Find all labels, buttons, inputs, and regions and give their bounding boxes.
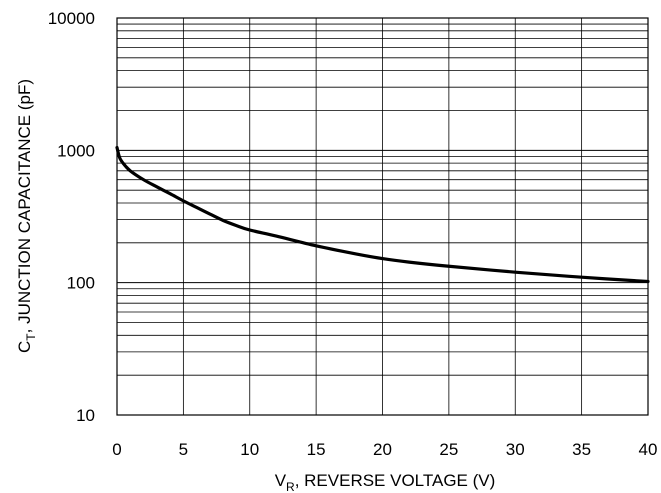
- x-tick-label-5: 5: [179, 440, 188, 459]
- x-tick-label-25: 25: [439, 440, 458, 459]
- series-line-0: [115, 145, 650, 284]
- x-tick-label-20: 20: [373, 440, 392, 459]
- x-axis-label: VR, REVERSE VOLTAGE (V): [275, 471, 496, 493]
- vertical-gridlines: [116, 18, 649, 415]
- y-axis-label: CT, JUNCTION CAPACITANCE (pF): [15, 79, 38, 353]
- x-tick-label-30: 30: [506, 440, 525, 459]
- plot-area-frame: [116, 17, 649, 416]
- y-tick-label-10000: 10000: [48, 9, 95, 28]
- x-tick-label-15: 15: [307, 440, 326, 459]
- x-tick-label-40: 40: [639, 440, 658, 459]
- series-layer: [115, 145, 650, 284]
- y-tick-label-10: 10: [76, 406, 95, 425]
- x-tick-labels: 0 5 10 15 20 25 30 35 40: [112, 440, 657, 459]
- y-tick-label-1000: 1000: [57, 141, 95, 160]
- x-tick-label-10: 10: [240, 440, 259, 459]
- horizontal-gridlines: [117, 23, 648, 376]
- y-tick-labels: 10 100 1000 10000: [48, 9, 95, 425]
- x-tick-label-35: 35: [572, 440, 591, 459]
- y-tick-label-100: 100: [67, 274, 95, 293]
- x-tick-label-0: 0: [112, 440, 121, 459]
